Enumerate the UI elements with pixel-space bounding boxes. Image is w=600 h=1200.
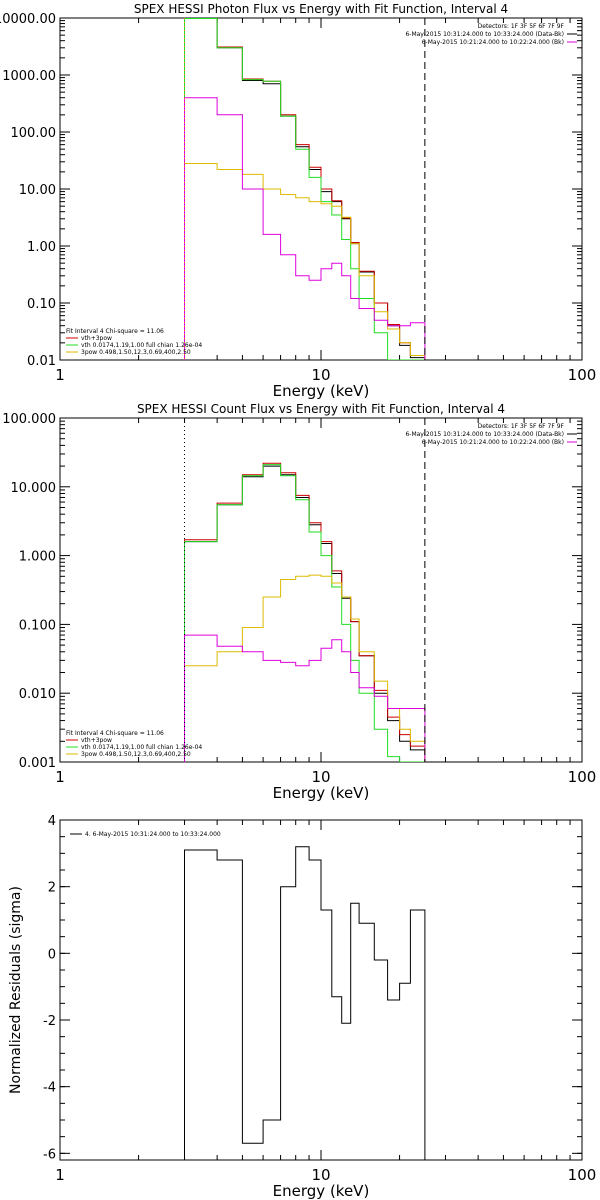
legend-entry: 6-May-2015 10:21:24.000 to 10:22:24.000 …: [422, 439, 564, 446]
x-axis-label-0: Energy (keV): [273, 382, 370, 400]
x-tick-label: 100: [568, 366, 597, 384]
legend-entry: 6-May-2015 10:31:24.000 to 10:33:24.000 …: [405, 431, 564, 438]
y-tick-label: 0: [48, 947, 56, 962]
legend-entry: vth 0.0174,1.19,1.00 full chian 1.26e-04: [81, 744, 202, 751]
y-tick-label: 2: [48, 881, 56, 896]
series-line-green: [184, 464, 425, 762]
x-tick-label: 10: [311, 768, 330, 786]
legend-entry: Fit Interval 4 Chi-square = 11.06: [66, 328, 164, 335]
y-tick-label: 0.100: [19, 618, 56, 633]
x-axis-label-2: Energy (keV): [273, 1182, 370, 1200]
legend-entry: Fit Interval 4 Chi-square = 11.06: [66, 730, 164, 737]
y-tick-label: 0.01: [27, 354, 56, 369]
y-tick-label: 100.00: [11, 126, 57, 141]
series-line-red: [184, 462, 426, 762]
series-line-black: [184, 465, 426, 762]
series-line-black: [184, 18, 426, 360]
y-tick-label: 1000.00: [2, 69, 56, 84]
x-tick-label: 1: [55, 768, 65, 786]
series-line-yellow: [184, 163, 426, 360]
chart-title-0: SPEX HESSI Photon Flux vs Energy with Fi…: [134, 2, 508, 16]
chart-title-1: SPEX HESSI Count Flux vs Energy with Fit…: [137, 402, 505, 416]
x-tick-label: 1: [55, 1166, 65, 1184]
series-line-magenta: [184, 634, 426, 762]
legend-entry: Detectors: 1F 3F 5F 6F 7F 9F: [478, 23, 565, 30]
x-tick-label: 10: [311, 1166, 330, 1184]
x-tick-label: 1: [55, 366, 65, 384]
legend-entry: vth+3pow: [81, 737, 112, 744]
x-tick-label: 100: [568, 1166, 597, 1184]
legend-entry: 6-May-2015 10:21:24.000 to 10:22:24.000 …: [422, 39, 564, 46]
y-tick-label: 10000.00: [0, 12, 56, 27]
y-tick-label: -4: [43, 1081, 56, 1096]
legend-entry: Detectors: 1F 3F 5F 6F 7F 9F: [478, 423, 565, 430]
legend-entry: 4. 6-May-2015 10:31:24.000 to 10:33:24.0…: [85, 831, 221, 838]
y-tick-label: 1.00: [27, 240, 56, 255]
series-line-yellow: [184, 574, 426, 762]
series-line-green: [184, 18, 425, 360]
legend-entry: 3pow 0.498,1.50,12.3,0.69,400,2.50: [81, 349, 191, 356]
x-tick-label: 10: [311, 366, 330, 384]
y-tick-label: -2: [43, 1014, 56, 1029]
y-tick-label: 0.10: [27, 297, 56, 312]
series-line-red: [184, 18, 426, 360]
y-tick-label: 10.000: [11, 481, 57, 496]
y-tick-label: 100.000: [2, 412, 56, 427]
plot-frame-1: [59, 417, 583, 763]
series-line-black: [184, 846, 426, 1160]
legend-entry: 6-May-2015 10:31:24.000 to 10:33:24.000 …: [405, 31, 564, 38]
series-line-magenta: [184, 97, 426, 360]
y-tick-label: -6: [43, 1147, 56, 1162]
x-tick-label: 100: [568, 768, 597, 786]
y-tick-label: 10.00: [19, 183, 56, 198]
y-tick-label: 0.010: [19, 687, 56, 702]
y-axis-label-2: Normalized Residuals (sigma): [8, 886, 24, 1094]
y-tick-label: 4: [48, 814, 56, 829]
legend-entry: 3pow 0.498,1.50,12.3,0.69,400,2.50: [81, 751, 191, 758]
y-tick-label: 0.001: [19, 756, 56, 771]
y-tick-label: 1.000: [19, 550, 56, 565]
legend-entry: vth 0.0174,1.19,1.00 full chian 1.26e-04: [81, 342, 202, 349]
x-axis-label-1: Energy (keV): [273, 784, 370, 802]
legend-entry: vth+3pow: [81, 335, 112, 342]
